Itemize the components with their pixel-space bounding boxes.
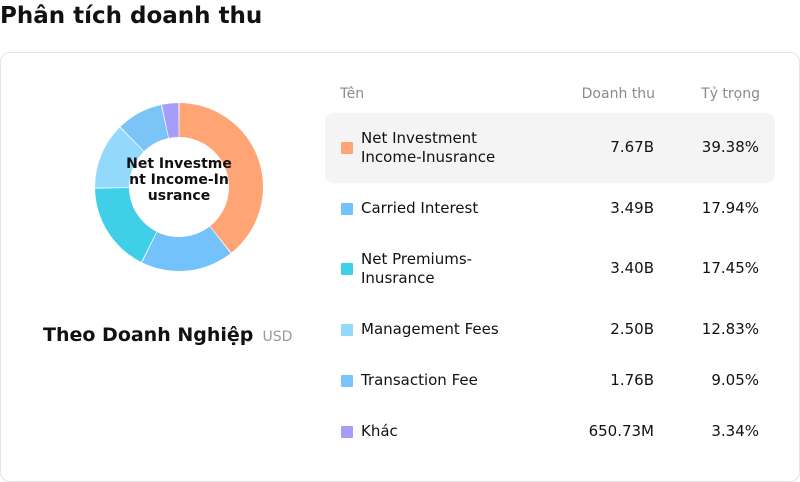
subtitle-text: Theo Doanh Nghiệp xyxy=(43,324,254,346)
row-name: Carried Interest xyxy=(361,199,479,217)
legend-swatch xyxy=(341,263,353,275)
row-revenue: 650.73M xyxy=(588,422,654,440)
row-revenue: 3.49B xyxy=(610,199,654,217)
donut-slice-0[interactable] xyxy=(179,103,263,253)
donut-slice-1[interactable] xyxy=(142,226,231,271)
row-name: Net Premiums-Inusrance xyxy=(361,250,473,287)
donut-slice-2[interactable] xyxy=(95,187,157,263)
row-name: Transaction Fee xyxy=(361,371,478,389)
donut-slice-3[interactable] xyxy=(95,127,144,188)
table-row[interactable]: Net Premiums-Inusrance 3.40B 17.45% xyxy=(325,240,775,300)
donut-slice-4[interactable] xyxy=(120,104,169,152)
row-revenue: 7.67B xyxy=(610,138,654,156)
table-row[interactable]: Carried Interest 3.49B 17.94% xyxy=(325,190,775,228)
donut-slice-5[interactable] xyxy=(161,103,179,139)
table-row[interactable]: Management Fees 2.50B 12.83% xyxy=(325,311,775,349)
legend-swatch xyxy=(341,426,353,438)
row-share: 39.38% xyxy=(701,138,759,156)
header-name: Tên xyxy=(340,86,365,102)
legend-swatch xyxy=(341,203,353,215)
legend-swatch xyxy=(341,324,353,336)
row-name: Net Investment Income-Inusrance xyxy=(361,129,496,166)
legend-swatch xyxy=(341,142,353,154)
donut-svg xyxy=(95,103,263,271)
row-share: 3.34% xyxy=(711,422,759,440)
table-row[interactable]: Transaction Fee 1.76B 9.05% xyxy=(325,362,775,400)
row-share: 9.05% xyxy=(711,371,759,389)
row-revenue: 3.40B xyxy=(610,259,654,277)
row-revenue: 2.50B xyxy=(610,320,654,338)
header-share: Tỷ trọng xyxy=(701,86,760,102)
chart-subtitle: Theo Doanh Nghiệp USD xyxy=(43,324,292,346)
row-share: 17.45% xyxy=(701,259,759,277)
table-row[interactable]: Khác 650.73M 3.34% xyxy=(325,413,775,451)
row-share: 17.94% xyxy=(701,199,759,217)
table-row[interactable]: Net Investment Income-Inusrance 7.67B 39.3… xyxy=(325,113,775,183)
row-name: Khác xyxy=(361,422,398,440)
donut-chart xyxy=(95,103,263,271)
currency-unit: USD xyxy=(262,329,293,345)
legend-swatch xyxy=(341,375,353,387)
row-revenue: 1.76B xyxy=(610,371,654,389)
header-revenue: Doanh thu xyxy=(581,86,655,102)
row-name: Management Fees xyxy=(361,320,499,338)
page-title: Phân tích doanh thu xyxy=(0,3,263,29)
table-header: Tên Doanh thu Tỷ trọng xyxy=(340,86,760,106)
donut-center-label: Net Investment Income-Inusrance xyxy=(126,156,232,204)
row-share: 12.83% xyxy=(701,320,759,338)
